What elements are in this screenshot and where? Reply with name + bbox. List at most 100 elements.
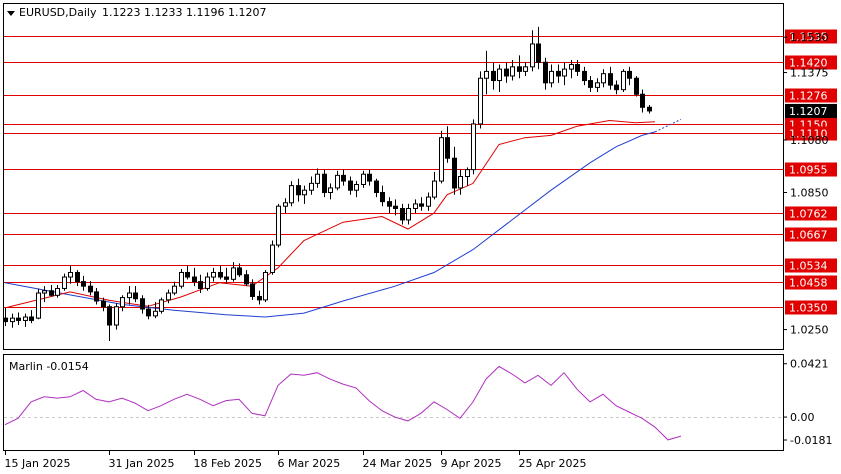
candle-body <box>510 66 515 77</box>
candle-body <box>250 283 255 297</box>
candle-body <box>205 276 210 289</box>
level-price-tag <box>785 258 837 273</box>
candle-body <box>361 173 366 185</box>
level-price-tag <box>785 206 837 221</box>
candle-body <box>608 73 613 86</box>
level-price-tag <box>785 126 837 141</box>
ohlc-close: 1.1207 <box>228 6 267 19</box>
candle-body <box>29 316 34 321</box>
candle-body <box>192 276 197 283</box>
candle-body <box>634 77 639 95</box>
level-price-label: 1.1420 <box>789 57 828 70</box>
candle-body <box>140 298 145 310</box>
candle-body <box>101 300 106 308</box>
candle-body <box>491 70 496 82</box>
candle-body <box>179 271 184 287</box>
candle-body <box>263 271 268 301</box>
level-price-label: 1.0534 <box>789 260 828 273</box>
candle-body <box>569 64 574 70</box>
price-tick-label: 1.1080 <box>790 134 829 147</box>
indicator-label: Marlin -0.0154 <box>9 360 89 373</box>
level-price-label: 1.1535 <box>789 31 828 44</box>
candle-body <box>549 70 554 84</box>
level-price-label: 1.0350 <box>789 302 828 315</box>
candle-body <box>504 68 509 77</box>
ma-slow-projection <box>654 118 682 133</box>
date-tick-label: 9 Apr 2025 <box>441 457 502 470</box>
candle-body <box>439 137 444 182</box>
candle-body <box>68 271 73 278</box>
ohlc-open: 1.1223 <box>102 6 141 19</box>
candle-body <box>465 169 470 177</box>
candle-body <box>42 290 47 294</box>
candle-body <box>588 80 593 88</box>
level-price-label: 1.0762 <box>789 208 828 221</box>
axes: 1.1530 1.1375 1.1080 1.0850 1.0250 1.1207 0.04… <box>5 31 837 470</box>
date-tick-label: 31 Jan 2025 <box>109 457 175 470</box>
candle-body <box>393 205 398 209</box>
level-price-tag <box>785 162 837 177</box>
price-tick-label: 1.0850 <box>790 186 829 199</box>
level-price-label: 1.0458 <box>789 277 828 290</box>
ohlc-high: 1.1233 <box>144 6 183 19</box>
candle-body <box>198 281 203 289</box>
candle-body <box>127 292 132 299</box>
level-price-tag <box>785 29 837 44</box>
level-price-label: 1.1276 <box>789 90 828 103</box>
candle-body <box>10 317 15 323</box>
candle-body <box>94 291 99 302</box>
moving-averages <box>4 118 682 318</box>
candle-body <box>296 185 301 196</box>
candle-body <box>231 267 236 280</box>
candle-body <box>341 174 346 182</box>
candle-body <box>276 205 281 246</box>
collapse-arrow-icon[interactable] <box>7 11 15 16</box>
candle-body <box>452 157 457 189</box>
candle-body <box>484 70 489 79</box>
candle-body <box>367 173 372 182</box>
candle-body <box>81 281 86 287</box>
candle-body <box>146 308 151 317</box>
candle-body <box>270 244 275 273</box>
candle-body <box>75 271 80 283</box>
candle-body <box>315 173 320 184</box>
candle-body <box>88 285 93 293</box>
candle-body <box>543 61 548 84</box>
candle-body <box>478 77 483 125</box>
candle-body <box>400 207 405 221</box>
candle-body <box>497 68 502 82</box>
candle-body <box>3 317 8 323</box>
date-tick-label: 24 Mar 2025 <box>363 457 433 470</box>
candle-body <box>426 196 431 207</box>
candle-body <box>387 201 392 207</box>
candle-body <box>380 191 385 203</box>
date-tick-label: 18 Feb 2025 <box>194 457 262 470</box>
candle-body <box>432 180 437 198</box>
candle-body <box>16 317 21 321</box>
candle-body <box>309 182 314 191</box>
candle-body <box>55 287 60 296</box>
candle-body <box>283 202 288 207</box>
ohlc-low: 1.1196 <box>186 6 225 19</box>
oscillator <box>4 365 783 441</box>
candle-body <box>575 64 580 72</box>
candle-body <box>413 203 418 209</box>
candle-body <box>348 180 353 191</box>
candle-body <box>211 271 216 278</box>
candle-body <box>419 203 424 207</box>
candle-body <box>120 297 125 308</box>
candle-body <box>172 285 177 294</box>
horizontal-levels: 1.15351.14201.12761.11501.11101.09551.07… <box>4 29 837 315</box>
candle-body <box>595 82 600 88</box>
candle-body <box>517 66 522 72</box>
indicator-tick-label: 0.0421 <box>790 358 829 371</box>
level-price-label: 1.1110 <box>789 128 828 141</box>
candle-body <box>114 306 119 326</box>
date-tick-label: 6 Mar 2025 <box>278 457 341 470</box>
candle-body <box>218 271 223 278</box>
candle-body <box>107 306 112 326</box>
level-price-label: 1.0955 <box>789 164 828 177</box>
candle-body <box>562 68 567 77</box>
